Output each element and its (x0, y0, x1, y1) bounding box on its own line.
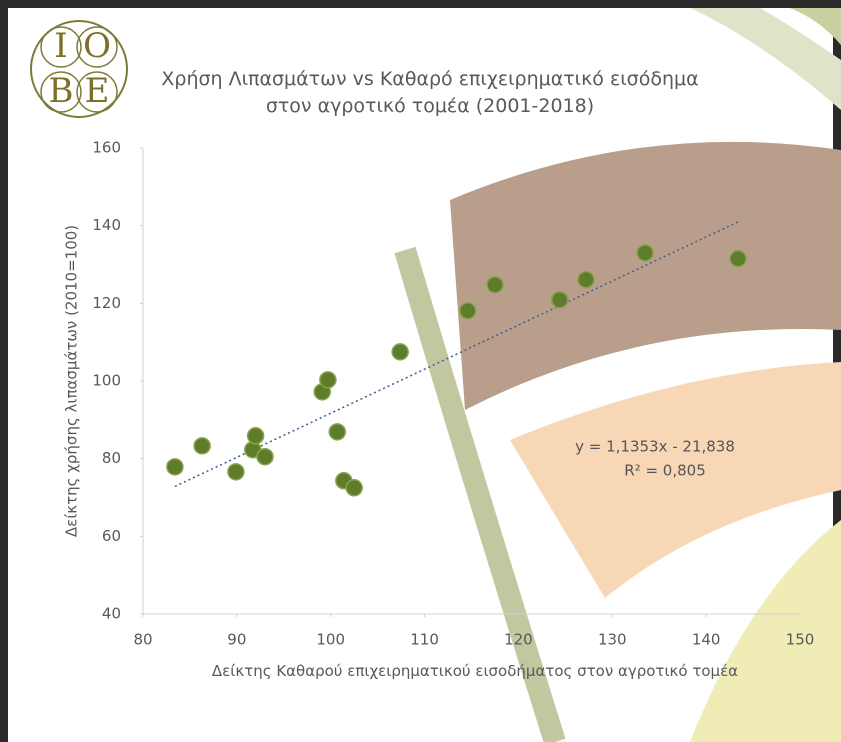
y-tick-label: 140 (92, 216, 121, 234)
x-tick-label: 90 (227, 631, 246, 649)
y-tick-label: 160 (92, 139, 121, 157)
x-tick-label: 140 (692, 631, 721, 649)
logo-letter: O (83, 26, 111, 66)
y-tick-label: 80 (102, 449, 121, 467)
x-tick-label: 150 (786, 631, 815, 649)
x-tick-label: 80 (133, 631, 152, 649)
trend-equation: y = 1,1353x - 21,838 (575, 438, 735, 456)
point (487, 277, 503, 293)
logo-letter: E (85, 71, 110, 111)
y-axis-title: Δείκτης χρήσης λιπασμάτων (2010=100) (63, 225, 81, 537)
point (194, 438, 210, 454)
point (460, 303, 476, 319)
y-tick-label: 100 (92, 372, 121, 390)
point (552, 292, 568, 308)
trend-r2: R² = 0,805 (624, 462, 705, 480)
point (637, 245, 653, 261)
chart-title: Χρήση Λιπασμάτων vs Καθαρό επιχειρηματικ… (160, 66, 700, 120)
point (320, 372, 336, 388)
y-tick-label: 60 (102, 527, 121, 545)
point (329, 424, 345, 440)
x-tick-label: 110 (410, 631, 439, 649)
logo-letter: B (49, 71, 74, 111)
x-tick-label: 120 (504, 631, 533, 649)
point (578, 272, 594, 288)
point (392, 344, 408, 360)
logo-letter: I (54, 26, 67, 66)
point (257, 449, 273, 465)
slide: I O B E Δείκτης χρήσης λιπασμάτων (2010=… (0, 0, 841, 742)
x-tick-label: 100 (316, 631, 345, 649)
y-tick-label: 120 (92, 294, 121, 312)
point (228, 464, 244, 480)
y-tick-label: 40 (102, 605, 121, 623)
point (346, 480, 362, 496)
point (730, 251, 746, 267)
x-tick-label: 130 (598, 631, 627, 649)
x-axis-title: Δείκτης Καθαρού επιχειρηματικού εισοδήμα… (175, 660, 775, 682)
point (248, 428, 264, 444)
point (167, 459, 183, 475)
